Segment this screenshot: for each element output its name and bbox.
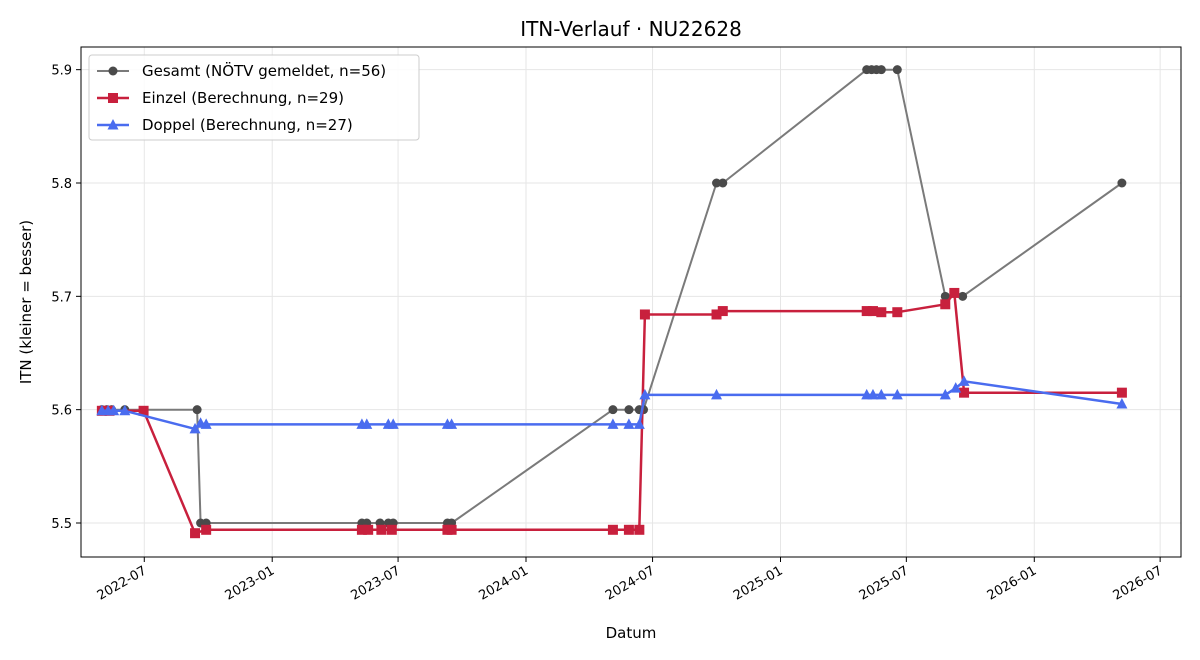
data-point-doppel	[189, 422, 201, 434]
data-point-gesamt	[608, 405, 618, 415]
y-tick-label: 5.6	[51, 404, 72, 419]
data-point-einzel	[861, 306, 872, 317]
data-point-einzel	[138, 405, 149, 416]
data-point-einzel	[717, 306, 728, 317]
data-point-einzel	[1116, 387, 1127, 398]
data-point-gesamt	[876, 65, 886, 75]
data-point-doppel	[361, 418, 373, 429]
series-doppel	[96, 375, 1128, 434]
data-point-einzel	[634, 524, 645, 535]
data-point-doppel	[867, 388, 879, 400]
data-point-einzel	[201, 524, 212, 535]
data-point-gesamt	[940, 291, 950, 301]
data-point-doppel	[200, 418, 212, 429]
legend-marker-doppel	[107, 119, 119, 130]
y-tick-label: 5.8	[51, 177, 72, 192]
data-point-einzel	[356, 524, 367, 535]
data-point-einzel	[940, 299, 951, 310]
data-point-doppel	[950, 382, 962, 393]
legend-marker-gesamt	[108, 66, 118, 76]
data-point-einzel	[876, 307, 887, 318]
data-point-doppel	[623, 418, 635, 429]
data-point-gesamt	[718, 178, 728, 188]
data-point-doppel	[939, 388, 951, 400]
legend-marker-einzel	[108, 93, 118, 103]
data-point-doppel	[875, 388, 887, 400]
data-point-einzel	[949, 287, 960, 298]
data-point-einzel	[607, 524, 618, 535]
data-point-einzel	[867, 306, 878, 317]
data-point-einzel	[190, 528, 201, 539]
data-point-einzel	[623, 524, 634, 535]
data-point-doppel	[1116, 398, 1128, 409]
data-point-einzel	[386, 524, 397, 535]
legend: Gesamt (NÖTV gemeldet, n=56) Einzel (Bere…	[88, 54, 420, 141]
data-point-doppel	[108, 404, 120, 416]
data-point-einzel	[363, 524, 374, 535]
data-point-gesamt	[892, 65, 902, 75]
legend-label-doppel: Doppel (Berechnung, n=27)	[142, 116, 353, 134]
data-point-gesamt	[192, 405, 202, 415]
data-point-einzel	[711, 309, 722, 320]
data-point-einzel	[446, 524, 457, 535]
data-point-doppel	[633, 418, 645, 429]
data-point-doppel	[446, 418, 458, 429]
chart-title: ITN-Verlauf · NU22628	[520, 17, 742, 41]
data-point-einzel	[892, 307, 903, 318]
data-point-einzel	[639, 309, 650, 320]
series-einzel	[96, 287, 1127, 539]
data-point-einzel	[376, 524, 387, 535]
series-layer	[96, 65, 1128, 539]
data-point-gesamt	[712, 178, 722, 188]
data-point-doppel	[119, 404, 131, 416]
plot-frame	[80, 46, 1182, 558]
data-point-doppel	[958, 375, 970, 386]
data-point-doppel	[387, 418, 399, 429]
data-point-doppel	[607, 418, 619, 429]
y-axis-title: ITN (kleiner = besser)	[17, 220, 35, 384]
data-point-gesamt	[958, 291, 968, 301]
data-point-gesamt	[624, 405, 634, 415]
legend-box	[88, 54, 420, 141]
legend-label-einzel: Einzel (Berechnung, n=29)	[142, 89, 344, 107]
y-tick-label: 5.9	[51, 64, 72, 79]
y-tick-label: 5.5	[51, 517, 72, 532]
y-tick-label: 5.7	[51, 290, 72, 305]
data-point-doppel	[891, 388, 903, 400]
data-point-doppel	[711, 388, 723, 400]
legend-label-gesamt: Gesamt (NÖTV gemeldet, n=56)	[142, 61, 386, 80]
data-point-einzel	[959, 387, 970, 398]
data-point-doppel	[639, 388, 651, 400]
data-point-gesamt	[1117, 178, 1127, 188]
x-axis-title: Datum	[606, 624, 657, 642]
